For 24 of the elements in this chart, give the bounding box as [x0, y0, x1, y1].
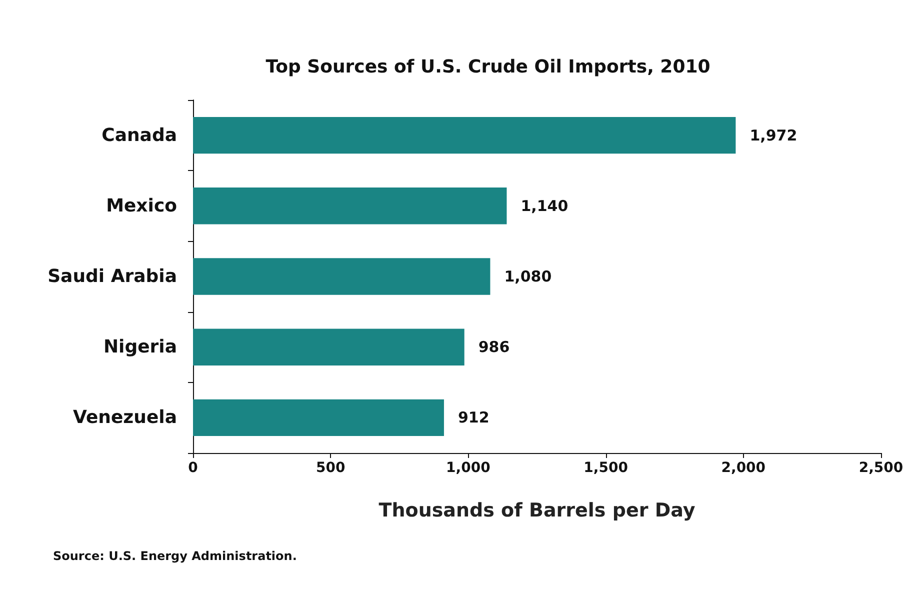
data-label: 1,972 — [750, 126, 798, 144]
x-tick-label: 2,500 — [858, 460, 904, 476]
x-tick-label: 1,000 — [446, 460, 491, 476]
x-tick-label: 500 — [316, 460, 346, 476]
data-label: 986 — [478, 338, 510, 356]
bar — [193, 188, 507, 224]
x-tick-label: 1,500 — [584, 460, 628, 476]
y-tick-label: Saudi Arabia — [48, 266, 177, 287]
data-label: 1,140 — [520, 196, 568, 215]
data-label: 912 — [458, 408, 490, 427]
y-tick-label: Nigeria — [103, 336, 177, 358]
y-tick-label: Venezuela — [73, 407, 177, 428]
bar — [193, 258, 490, 295]
y-tick-label: Mexico — [106, 195, 177, 216]
y-tick-label: Canada — [102, 124, 177, 146]
chart-title: Top Sources of U.S. Crude Oil Imports, 2010 — [266, 56, 710, 78]
data-label: 1,080 — [504, 268, 552, 286]
x-tick-label: 0 — [188, 460, 198, 476]
bar — [193, 116, 736, 154]
bar — [193, 399, 444, 436]
x-axis-title: Thousands of Barrels per Day — [378, 500, 696, 522]
bar — [193, 328, 464, 366]
x-tick-label: 2,000 — [721, 460, 766, 476]
source-note: Source: U.S. Energy Administration. — [53, 549, 297, 563]
